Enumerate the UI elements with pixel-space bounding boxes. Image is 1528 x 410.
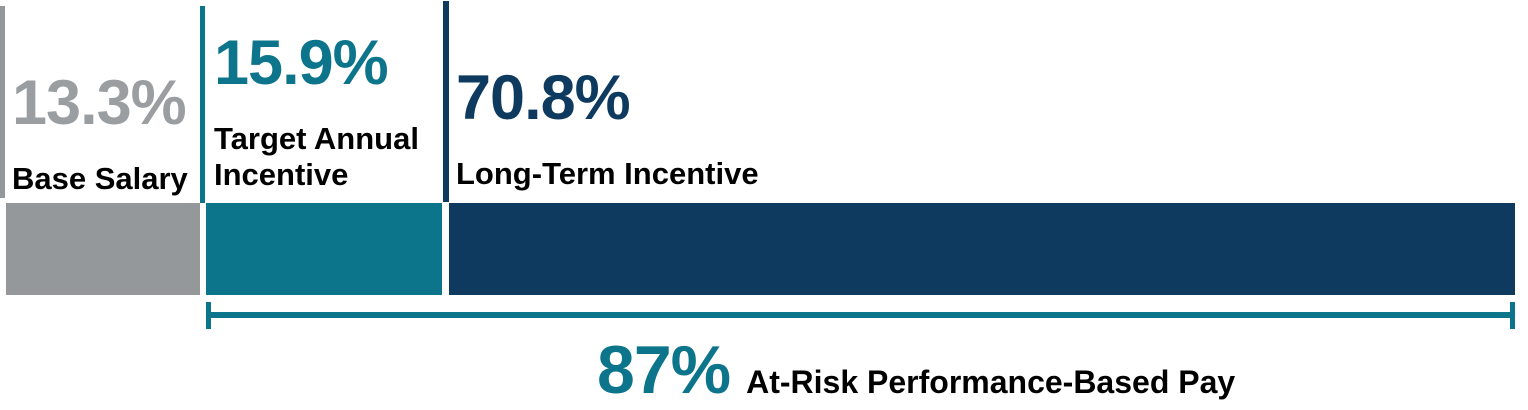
annotation-long-term-incentive: 70.8% Long-Term Incentive xyxy=(456,67,759,192)
target-annual-incentive-label: Target Annual Incentive xyxy=(214,121,419,193)
bar-segment-long-term-incentive xyxy=(449,203,1515,295)
long-term-incentive-percent: 70.8% xyxy=(456,63,631,133)
at-risk-bracket-left-tick xyxy=(206,302,211,329)
target-annual-incentive-percent: 15.9% xyxy=(214,28,389,98)
base-salary-percent: 13.3% xyxy=(12,68,187,138)
target-annual-incentive-label-line1: Target Annual xyxy=(214,121,419,156)
separator-line-target-annual-incentive xyxy=(200,6,205,203)
annotation-target-annual-incentive: 15.9% Target Annual Incentive xyxy=(214,32,419,193)
at-risk-percent: 87% xyxy=(597,332,731,408)
bar-segment-base-salary xyxy=(6,203,200,295)
bar-segment-target-annual-incentive xyxy=(206,203,442,295)
separator-line-base-salary xyxy=(0,6,5,198)
at-risk-bracket-line xyxy=(206,312,1515,318)
separator-line-long-term-incentive xyxy=(443,1,449,202)
at-risk-label: At-Risk Performance-Based Pay xyxy=(746,364,1236,400)
target-annual-incentive-label-line2: Incentive xyxy=(214,157,349,192)
annotation-base-salary: 13.3% Base Salary xyxy=(12,72,188,197)
long-term-incentive-label: Long-Term Incentive xyxy=(456,156,759,191)
base-salary-label: Base Salary xyxy=(12,161,188,196)
at-risk-bracket-right-tick xyxy=(1510,302,1515,329)
annotation-at-risk-pay: 87% At-Risk Performance-Based Pay xyxy=(597,336,1235,404)
